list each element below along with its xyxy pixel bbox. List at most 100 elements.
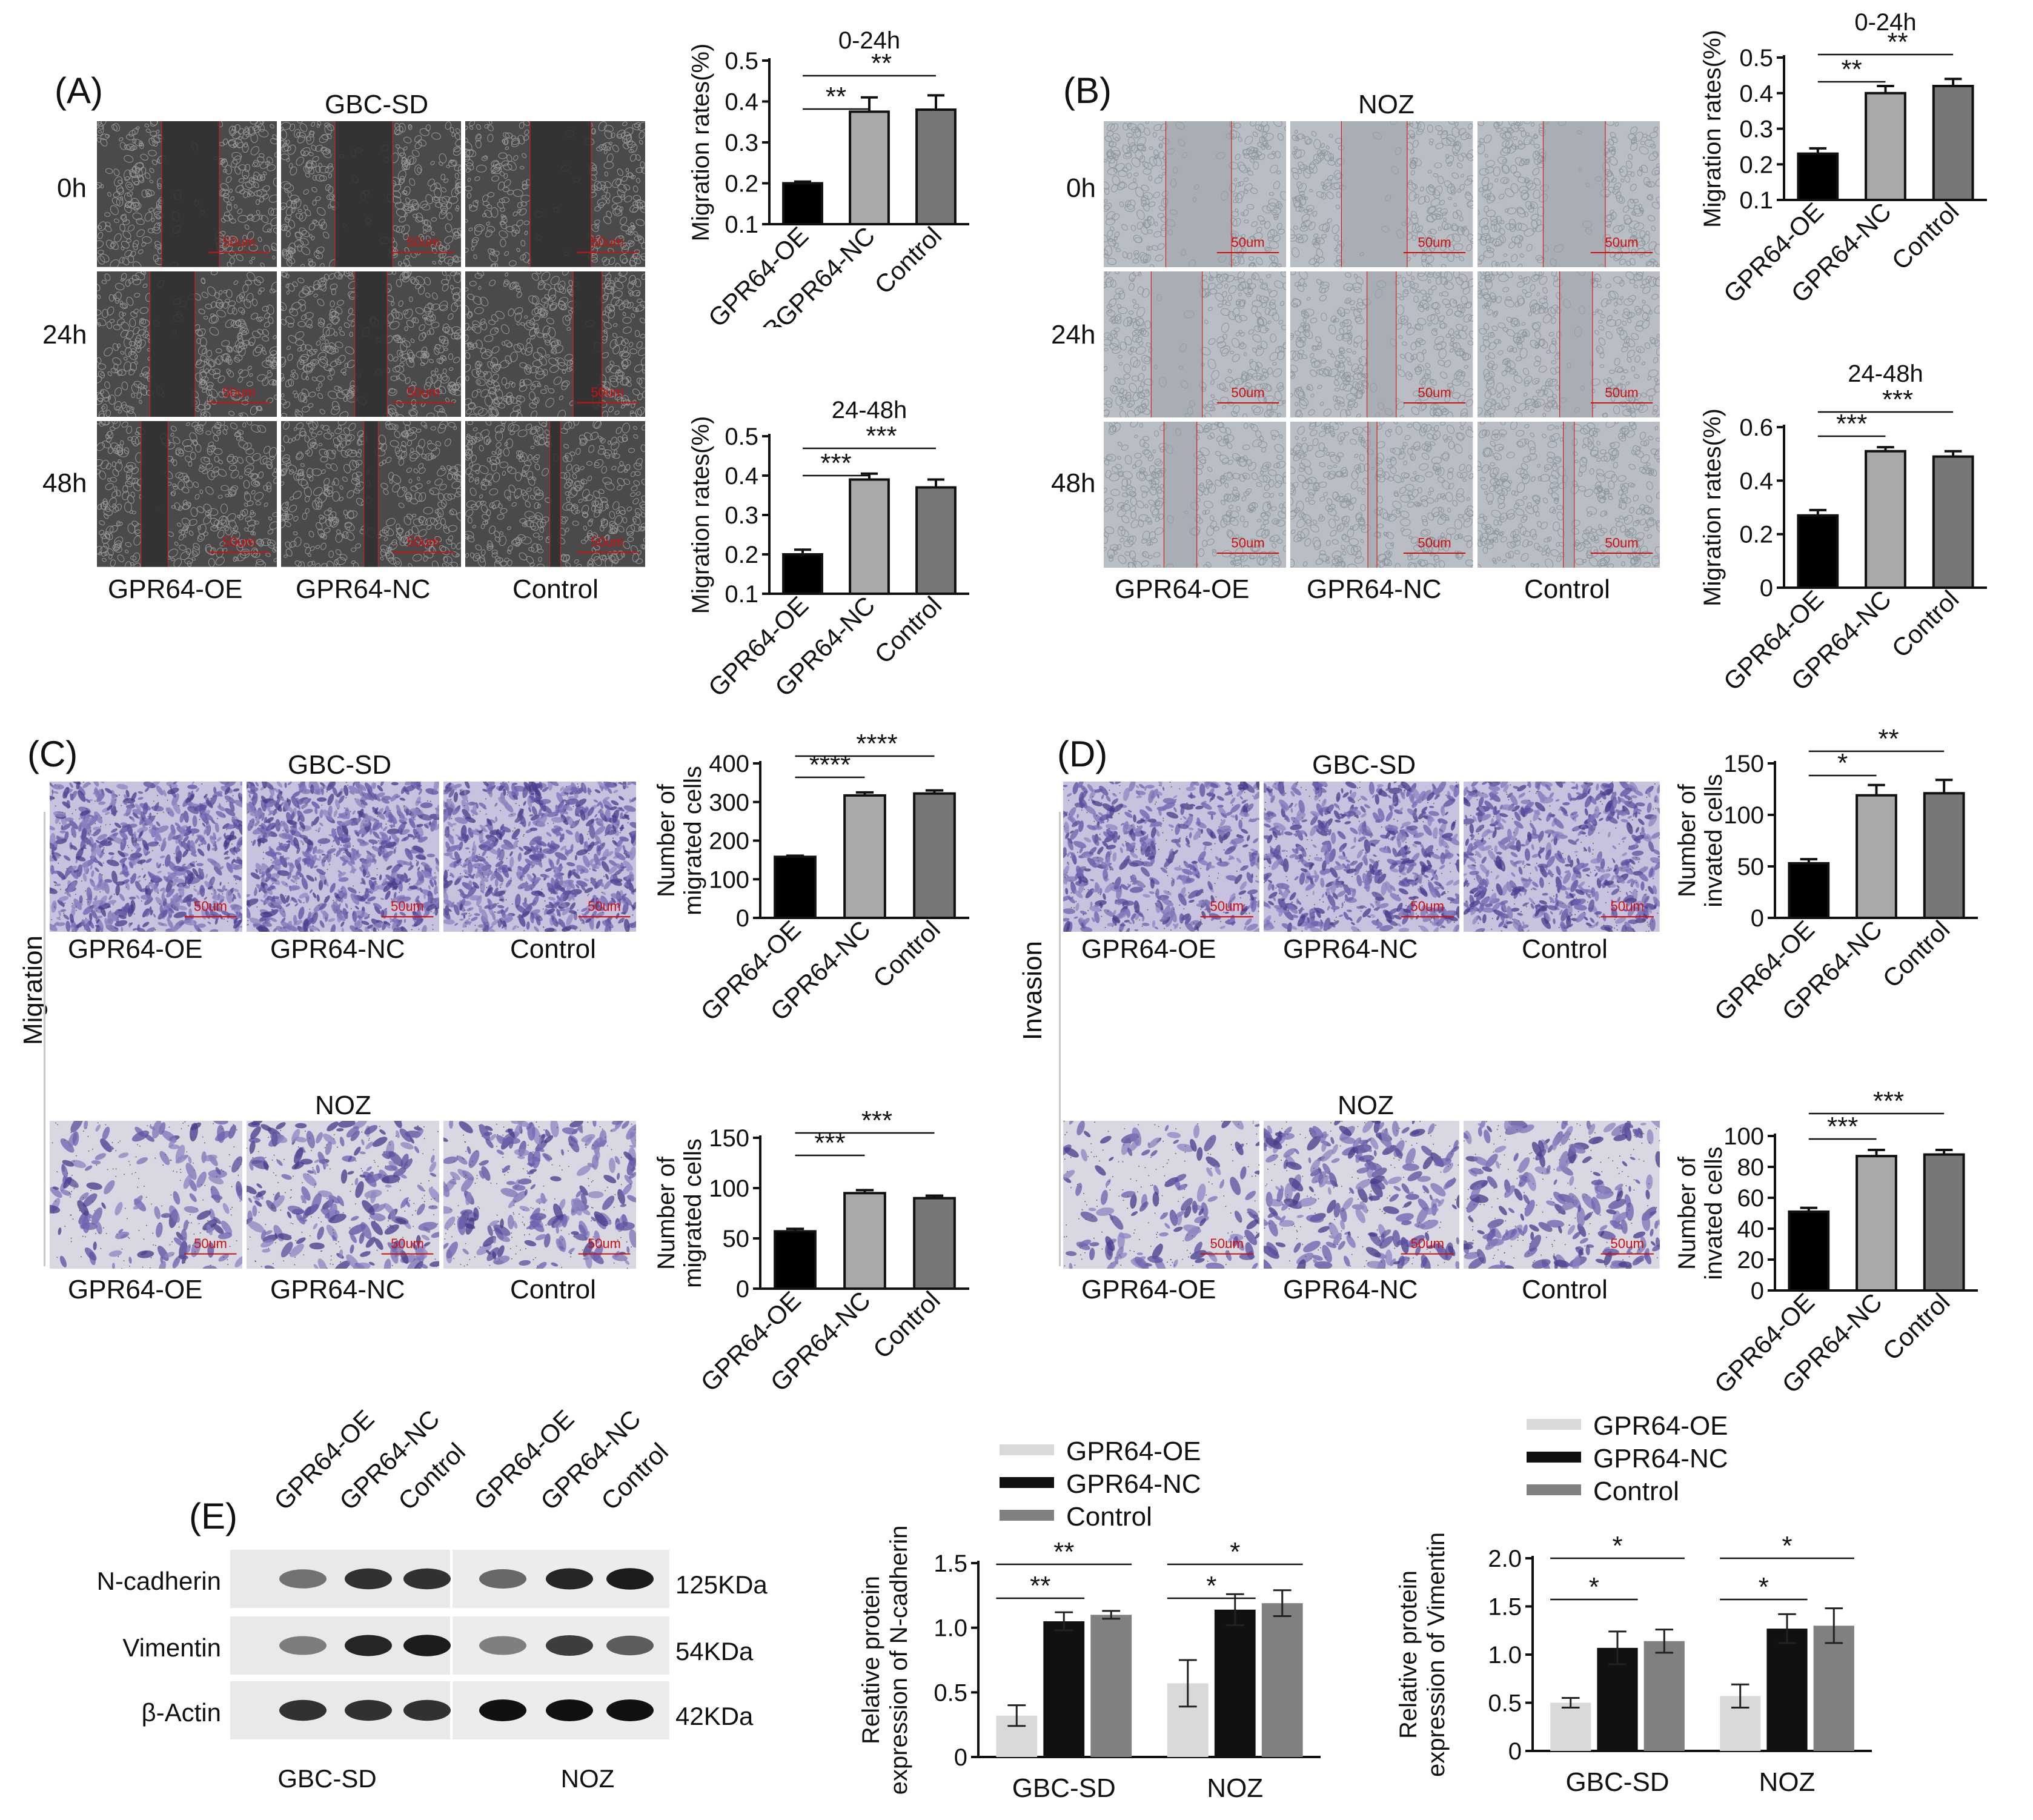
- cell: [293, 491, 302, 500]
- cell: [281, 356, 287, 368]
- cell: [633, 231, 638, 236]
- cell: [1138, 404, 1147, 414]
- cell: [281, 271, 287, 277]
- cell: [446, 274, 451, 281]
- cell: [604, 125, 614, 133]
- cell: [1147, 229, 1153, 234]
- cell: [328, 511, 337, 520]
- cell: [1510, 183, 1519, 194]
- cell: [549, 338, 560, 346]
- cell: [1131, 375, 1139, 382]
- cell: [1411, 276, 1415, 281]
- cell: [1438, 226, 1442, 231]
- cell: [299, 212, 307, 222]
- cell: [511, 502, 517, 507]
- cell: [1333, 395, 1338, 402]
- cell: [465, 185, 473, 191]
- cell: [1422, 349, 1427, 354]
- cell: [1630, 126, 1637, 135]
- cell: [116, 444, 124, 453]
- cell: [346, 435, 353, 441]
- cell: [213, 435, 219, 442]
- cell: [213, 448, 223, 456]
- cell: [1551, 271, 1557, 277]
- cell: [448, 259, 454, 267]
- cell: [1201, 414, 1206, 418]
- cell: [1450, 348, 1454, 353]
- cell: [99, 520, 105, 526]
- cell: [233, 280, 239, 285]
- cell: [1118, 170, 1127, 178]
- cell: [511, 382, 516, 388]
- cell: [638, 131, 645, 139]
- cell: [1314, 254, 1320, 263]
- cell: [326, 193, 335, 201]
- cell: [104, 212, 111, 217]
- cell: [1298, 161, 1305, 170]
- cell: [593, 490, 600, 499]
- cell: [114, 176, 123, 187]
- cell: [516, 400, 522, 405]
- cell: [1499, 234, 1506, 244]
- cell: [1123, 122, 1129, 131]
- cell: [142, 330, 149, 338]
- cell: [103, 543, 110, 550]
- cell: [1519, 253, 1524, 258]
- cell: [1425, 362, 1431, 368]
- cell: [611, 466, 617, 471]
- cell: [148, 207, 154, 212]
- cell: [188, 461, 193, 467]
- cell: [1516, 336, 1525, 344]
- cell: [237, 245, 244, 251]
- cell: [132, 240, 139, 248]
- cell: [469, 125, 474, 130]
- cell: [641, 256, 645, 261]
- cell: [208, 368, 216, 375]
- cell: [608, 309, 615, 319]
- cell: [611, 296, 620, 306]
- cell: [479, 556, 485, 563]
- cell: [200, 376, 209, 383]
- cell: [1322, 222, 1330, 233]
- cell: [1348, 332, 1353, 339]
- cell: [538, 557, 542, 562]
- cell: [509, 351, 518, 362]
- cell: [116, 343, 121, 348]
- cell: [226, 368, 231, 374]
- cell: [419, 128, 429, 136]
- cell: [404, 213, 408, 218]
- cell: [1628, 133, 1637, 141]
- cell: [415, 284, 422, 290]
- cell: [1256, 391, 1265, 398]
- cell: [1158, 174, 1163, 179]
- cell: [1328, 153, 1335, 159]
- cell: [1432, 302, 1439, 310]
- cell: [1104, 187, 1110, 195]
- cell: [1342, 372, 1350, 378]
- cell: [429, 327, 434, 335]
- cell: [1267, 320, 1272, 325]
- cell: [1450, 298, 1458, 308]
- cell: [1610, 148, 1616, 155]
- panel-a-images: 50um 50um 50um 50um 50um 50um 50um 50um …: [97, 121, 645, 567]
- cell: [476, 378, 486, 386]
- cell: [486, 440, 490, 445]
- cell: [625, 464, 631, 471]
- cell: [1630, 333, 1639, 340]
- cell: [1351, 282, 1362, 290]
- cell: [383, 537, 388, 542]
- cell: [135, 162, 144, 171]
- cell: [480, 318, 486, 325]
- cell: [1204, 413, 1212, 418]
- cell: [605, 452, 611, 459]
- cell: [1126, 403, 1133, 408]
- cell: [139, 317, 144, 324]
- cell: [291, 207, 296, 213]
- cell: [439, 408, 445, 413]
- cell: [1313, 261, 1320, 267]
- cell: [532, 295, 540, 305]
- cell: [641, 273, 645, 280]
- cell: [619, 506, 626, 516]
- cell: [481, 550, 486, 556]
- cell: [1422, 375, 1429, 382]
